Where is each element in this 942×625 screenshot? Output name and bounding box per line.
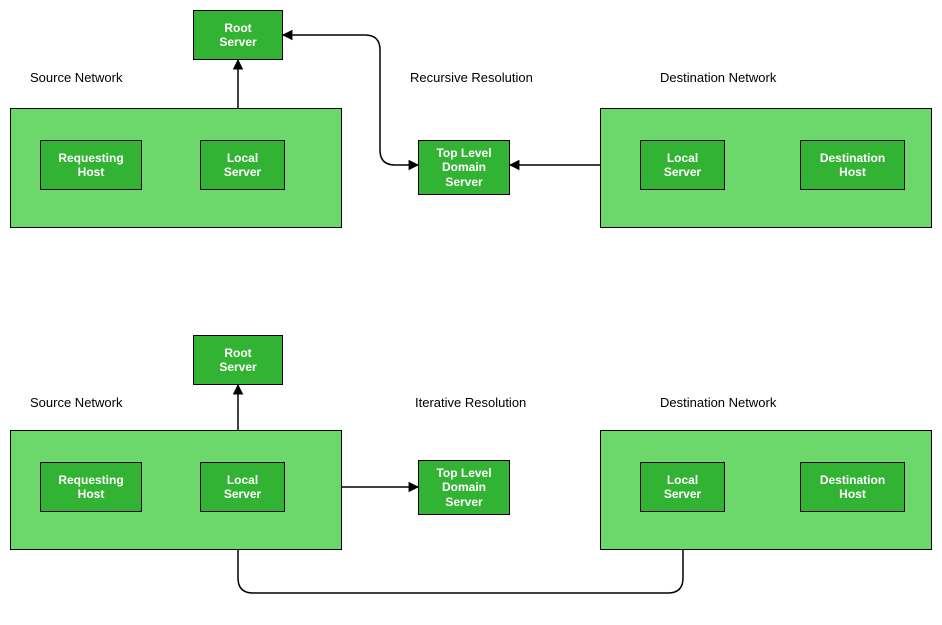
node-root1: RootServer — [193, 10, 283, 60]
label-ir: Iterative Resolution — [415, 395, 526, 410]
node-local1a: LocalServer — [200, 140, 285, 190]
node-tld1: Top LevelDomainServer — [418, 140, 510, 195]
node-root2: RootServer — [193, 335, 283, 385]
node-local2a: LocalServer — [200, 462, 285, 512]
label-rr: Recursive Resolution — [410, 70, 533, 85]
node-local2b: LocalServer — [640, 462, 725, 512]
node-reqhost1: RequestingHost — [40, 140, 142, 190]
label-dn1: Destination Network — [660, 70, 776, 85]
label-sn2: Source Network — [30, 395, 122, 410]
node-local1b: LocalServer — [640, 140, 725, 190]
node-desthost2: DestinationHost — [800, 462, 905, 512]
node-tld2: Top LevelDomainServer — [418, 460, 510, 515]
node-reqhost2: RequestingHost — [40, 462, 142, 512]
label-sn1: Source Network — [30, 70, 122, 85]
node-desthost1: DestinationHost — [800, 140, 905, 190]
label-dn2: Destination Network — [660, 395, 776, 410]
